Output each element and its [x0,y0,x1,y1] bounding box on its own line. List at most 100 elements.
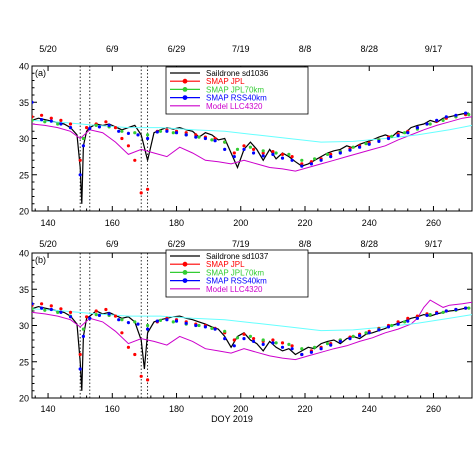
data-point [351,145,355,149]
data-point [287,152,291,156]
legend-label: SMAP JPL [206,260,245,269]
date-tick-label: 5/20 [39,239,57,249]
data-point [403,131,407,135]
data-point [232,151,236,155]
data-point [68,315,73,319]
data-point [158,129,163,133]
data-point [68,122,73,126]
data-point [358,145,362,149]
data-point [88,126,92,130]
x-axis-label: DOY 2019 [211,414,253,424]
y-tick-label: 30 [19,321,29,331]
date-tick-label: 6/29 [168,239,186,249]
data-point [32,115,34,119]
data-point [441,310,445,314]
data-point [78,158,82,162]
data-point [184,321,188,325]
data-point [290,347,294,351]
data-point [290,155,294,159]
data-point [146,327,150,331]
data-point [271,150,275,154]
series-line-reference [32,119,472,143]
data-point [319,347,323,351]
data-point [155,319,159,323]
data-point [94,309,98,313]
data-point [117,318,121,322]
data-point [386,136,391,141]
data-point [309,350,313,354]
y-tick-label: 30 [19,134,29,144]
data-point [113,126,118,130]
data-point [139,374,143,378]
data-point [94,123,98,127]
x-tick-label: 260 [426,218,441,228]
data-point [223,329,227,333]
data-point [300,352,304,357]
legend-label: SMAP JPL70km [206,85,264,94]
data-point [467,113,471,117]
data-point [396,134,400,138]
data-point [146,136,150,141]
data-point [49,119,53,123]
y-tick-label: 20 [19,207,29,217]
legend-label: SMAP RSS40km [206,277,267,286]
series-smap-rss40km [32,302,468,371]
data-point [232,338,236,342]
date-tick-label: 7/19 [232,44,250,54]
data-point [126,321,130,325]
data-point [415,316,419,320]
legend-marker [182,78,188,84]
data-point [435,118,439,122]
data-point [242,332,246,336]
date-tick-label: 9/17 [425,44,443,54]
data-point [49,304,53,308]
data-point [274,341,278,345]
legend-marker [182,87,188,92]
data-point [464,306,468,310]
data-point [126,144,130,148]
data-point [367,142,371,146]
data-point [78,367,82,371]
data-point [454,113,458,117]
data-point [213,136,217,141]
data-point [40,302,44,306]
data-point [428,313,432,317]
data-point [271,152,275,156]
series-line-saildrone-sd1036 [32,112,469,204]
data-point [136,322,140,326]
data-point [139,191,143,195]
data-point [40,118,44,122]
data-point [194,133,198,137]
data-point [197,135,201,139]
data-point [252,151,256,155]
data-point [467,306,471,310]
data-point [81,334,85,338]
data-point [444,309,448,313]
panel-b: 20 25 30 35 40 140 160 180 200 220 240 260 5/20 6/9 6/… [19,239,473,424]
x-tick-label: 180 [169,404,184,414]
data-point [367,331,371,335]
data-point [59,118,63,122]
data-point [425,313,429,317]
data-point [117,129,121,133]
y-tick-label: 35 [19,98,29,108]
data-point [280,341,285,345]
data-point [146,323,150,328]
data-point [32,118,34,122]
date-tick-label: 5/20 [39,44,57,54]
data-point [280,345,285,349]
data-point [242,147,246,151]
data-point [358,334,362,338]
data-point [120,318,124,322]
data-point [325,152,330,156]
data-point [194,323,198,328]
x-tick-label: 160 [105,404,120,414]
data-point [59,310,63,314]
series-line-saildrone-sd1037 [32,305,469,391]
data-point [364,142,368,146]
x-tick-label: 260 [426,404,441,414]
data-point [133,131,137,135]
data-point [338,339,342,343]
